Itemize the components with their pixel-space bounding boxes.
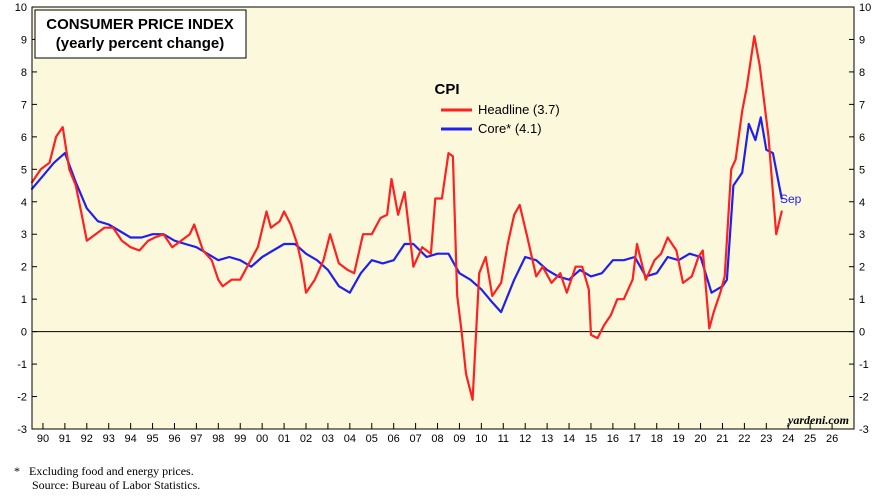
y-tick-label-left: 7 bbox=[21, 99, 27, 111]
footnote-star: * bbox=[14, 464, 20, 478]
y-tick-label-right: 8 bbox=[859, 67, 865, 79]
x-tick-label: 13 bbox=[541, 433, 553, 445]
x-tick-label: 92 bbox=[81, 433, 93, 445]
x-tick-label: 22 bbox=[738, 433, 750, 445]
y-tick-label-right: -3 bbox=[859, 424, 869, 436]
series-line-headline bbox=[30, 35, 783, 401]
x-tick-label: 14 bbox=[563, 433, 575, 445]
x-tick-label: 24 bbox=[782, 433, 794, 445]
y-tick-label-right: 6 bbox=[859, 132, 865, 144]
legend-label-core: Core* (4.1) bbox=[478, 121, 542, 136]
y-tick-label-left: 0 bbox=[21, 327, 27, 339]
x-tick-label: 99 bbox=[234, 433, 246, 445]
x-tick-label: 11 bbox=[498, 433, 509, 445]
y-tick-label-left: -1 bbox=[17, 359, 27, 371]
footnote-text: Excluding food and energy prices. bbox=[29, 464, 194, 478]
y-tick-label-left: 9 bbox=[21, 34, 27, 46]
x-tick-label: 07 bbox=[409, 433, 421, 445]
chart-title: CONSUMER PRICE INDEX bbox=[46, 16, 234, 33]
plot-background bbox=[32, 7, 854, 429]
y-tick-label-left: 5 bbox=[21, 164, 27, 176]
y-tick-label-left: 4 bbox=[21, 197, 27, 209]
title-box: CONSUMER PRICE INDEX (yearly percent cha… bbox=[34, 9, 247, 59]
x-tick-label: 91 bbox=[59, 433, 71, 445]
y-tick-label-right: -2 bbox=[859, 392, 869, 404]
x-tick-label: 08 bbox=[431, 433, 443, 445]
y-tick-label-right: 4 bbox=[859, 197, 865, 209]
y-tick-label-right: 9 bbox=[859, 34, 865, 46]
x-tick-label: 95 bbox=[146, 433, 158, 445]
y-tick-label-left: 6 bbox=[21, 132, 27, 144]
legend: CPI Headline (3.7) Core* (4.1) bbox=[434, 81, 559, 136]
y-tick-label-left: 8 bbox=[21, 67, 27, 79]
x-tick-label: 04 bbox=[344, 433, 356, 445]
x-tick-label: 23 bbox=[760, 433, 772, 445]
x-tick-label: 15 bbox=[585, 433, 597, 445]
y-tick-label-right: 10 bbox=[859, 2, 871, 14]
x-tick-label: 97 bbox=[190, 433, 202, 445]
x-tick-label: 17 bbox=[629, 433, 641, 445]
x-tick-label: 94 bbox=[125, 433, 137, 445]
y-tick-label-right: 7 bbox=[859, 99, 865, 111]
x-tick-label: 26 bbox=[826, 433, 838, 445]
x-tick-label: 02 bbox=[300, 433, 312, 445]
x-tick-label: 05 bbox=[366, 433, 378, 445]
y-tick-label-left: -2 bbox=[17, 392, 27, 404]
x-axis: 90 91 92 93 94 95 96 97 98 99 00 01 02 03 04 05 06 07 08 09… bbox=[37, 423, 838, 445]
x-tick-label: 10 bbox=[475, 433, 487, 445]
x-tick-label: 25 bbox=[804, 433, 816, 445]
y-tick-label-left: 2 bbox=[21, 262, 27, 274]
x-tick-label: 20 bbox=[694, 433, 706, 445]
watermark: yardeni.com bbox=[786, 413, 849, 427]
series-layer bbox=[30, 35, 783, 401]
y-tick-label-right: -1 bbox=[859, 359, 869, 371]
legend-title: CPI bbox=[434, 81, 459, 98]
y-tick-label-right: 0 bbox=[859, 327, 865, 339]
footnote-line1: * Excluding food and energy prices. bbox=[14, 464, 194, 479]
y-tick-label-left: 10 bbox=[15, 2, 27, 14]
y-tick-label-left: -3 bbox=[17, 424, 27, 436]
x-tick-label: 93 bbox=[103, 433, 115, 445]
x-tick-label: 03 bbox=[322, 433, 334, 445]
x-tick-label: 16 bbox=[607, 433, 619, 445]
x-tick-label: 21 bbox=[716, 433, 728, 445]
chart-subtitle: (yearly percent change) bbox=[56, 35, 224, 52]
legend-label-headline: Headline (3.7) bbox=[478, 102, 560, 117]
x-tick-label: 18 bbox=[651, 433, 663, 445]
y-tick-label-left: 1 bbox=[21, 294, 27, 306]
x-tick-label: 90 bbox=[37, 433, 49, 445]
footnote-source: Source: Bureau of Labor Statistics. bbox=[32, 478, 201, 492]
y-tick-label-right: 5 bbox=[859, 164, 865, 176]
x-tick-label: 12 bbox=[519, 433, 531, 445]
x-tick-label: 06 bbox=[388, 433, 400, 445]
end-annotation-sep: Sep bbox=[780, 192, 802, 206]
x-tick-label: 09 bbox=[453, 433, 465, 445]
x-tick-label: 96 bbox=[168, 433, 180, 445]
x-tick-label: 01 bbox=[278, 433, 290, 445]
x-tick-label: 00 bbox=[256, 433, 268, 445]
footnote-line2: Source: Bureau of Labor Statistics. bbox=[32, 478, 200, 493]
y-tick-label-right: 2 bbox=[859, 262, 865, 274]
x-tick-label: 19 bbox=[673, 433, 685, 445]
x-tick-label: 98 bbox=[212, 433, 224, 445]
y-tick-label-right: 1 bbox=[859, 294, 865, 306]
y-tick-label-right: 3 bbox=[859, 229, 865, 241]
y-tick-label-left: 3 bbox=[21, 229, 27, 241]
plot-frame bbox=[31, 6, 855, 430]
